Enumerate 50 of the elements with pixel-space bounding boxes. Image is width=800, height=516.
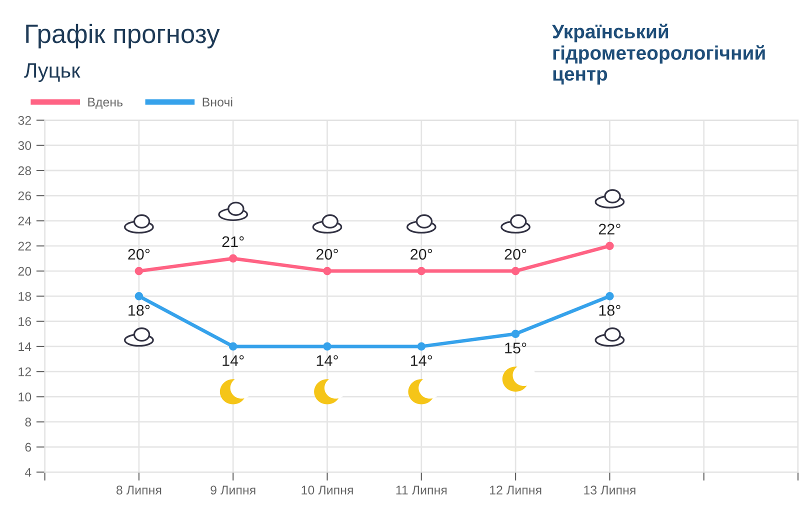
y-tick-label: 20: [18, 266, 32, 276]
point: [417, 342, 426, 351]
data-label: 14°: [222, 355, 244, 366]
point: [228, 342, 238, 351]
legend-label: Вдень: [88, 98, 123, 109]
y-tick-label: 12: [18, 367, 31, 376]
point: [134, 292, 144, 300]
data-label: 18°: [599, 304, 620, 316]
legend-label: Вночі: [202, 97, 232, 107]
point: [417, 266, 426, 276]
y-tick-label: 4: [24, 468, 32, 477]
x-tick-label: 9 Липня: [210, 486, 256, 495]
x-tick-label: 11 Липня: [396, 486, 447, 494]
point: [511, 266, 520, 276]
point: [323, 342, 332, 351]
data-label: 22°: [598, 224, 620, 234]
y-tick-label: 6: [25, 442, 32, 452]
point: [606, 242, 614, 250]
y-tick-label: 18: [18, 292, 32, 301]
data-label: 21°: [222, 236, 244, 247]
data-label: 20°: [410, 248, 432, 260]
point: [606, 292, 614, 300]
point: [511, 330, 520, 338]
data-label: 20°: [316, 248, 338, 260]
y-tick-label: 28: [18, 166, 32, 176]
y-tick-label: 26: [18, 191, 32, 200]
x-tick-label: 13 Липня: [584, 486, 636, 495]
point: [228, 254, 238, 263]
data-label: 20°: [504, 248, 526, 260]
y-tick-label: 32: [18, 116, 31, 125]
x-tick-label: 12 Липня: [490, 486, 542, 494]
chart-title: Графік прогнозу: [26, 24, 220, 48]
chart-subtitle: Луцьк: [24, 63, 80, 82]
y-tick-label: 22: [18, 242, 31, 250]
x-tick-label: 10 Липня: [302, 486, 353, 495]
data-label: 15°: [505, 342, 526, 354]
y-tick-label: 30: [18, 141, 32, 150]
point: [134, 266, 144, 276]
point: [323, 266, 332, 276]
data-label: 18°: [128, 304, 150, 316]
y-tick-label: 10: [18, 392, 32, 402]
y-tick-label: 16: [18, 317, 32, 326]
text: Український гідрометеорологічний центр: [552, 24, 765, 85]
y-tick-label: 8: [25, 418, 32, 427]
y-tick-label: 14: [18, 342, 32, 351]
data-label: 14°: [316, 355, 338, 366]
x-tick-label: 8 Липня: [116, 486, 162, 495]
y-tick-label: 24: [18, 216, 32, 226]
data-label: 20°: [128, 248, 150, 260]
data-label: 14°: [411, 355, 432, 366]
